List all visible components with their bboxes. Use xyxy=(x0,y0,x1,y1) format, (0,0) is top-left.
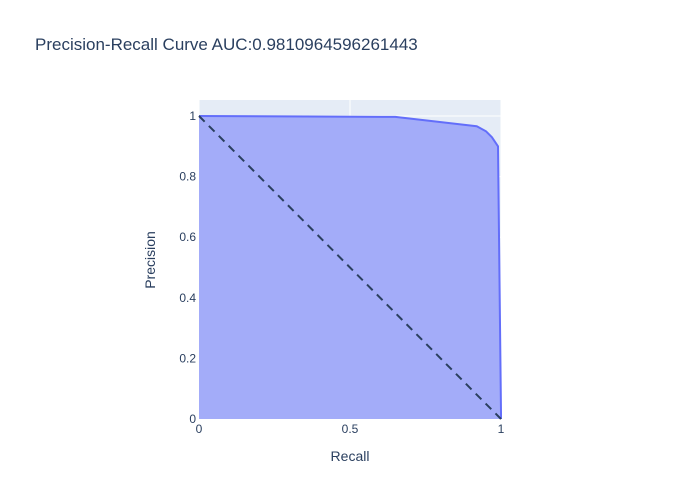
x-axis-ticks: 00.51 xyxy=(196,422,505,436)
chart-title: Precision-Recall Curve AUC:0.98109645962… xyxy=(35,35,418,54)
y-axis-ticks: 00.20.40.60.81 xyxy=(179,109,196,426)
x-axis-title: Recall xyxy=(331,448,370,464)
y-tick-label: 0.8 xyxy=(179,170,196,184)
y-tick-label: 0.4 xyxy=(179,291,196,305)
x-tick-label: 1 xyxy=(498,422,505,436)
y-tick-label: 0.6 xyxy=(179,230,196,244)
x-tick-label: 0 xyxy=(196,422,203,436)
y-tick-label: 1 xyxy=(189,109,196,123)
y-axis-title: Precision xyxy=(142,231,158,289)
x-tick-label: 0.5 xyxy=(342,422,359,436)
y-tick-label: 0.2 xyxy=(179,351,196,365)
